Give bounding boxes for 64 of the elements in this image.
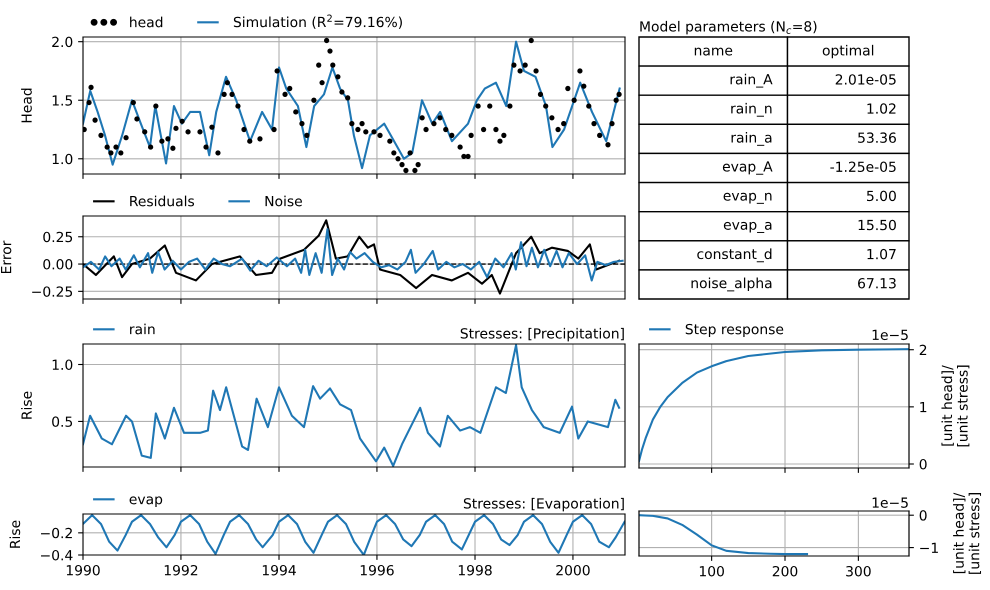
x-tick-label: 1994 [262, 564, 296, 576]
text: 2.01e-05 [836, 74, 896, 85]
y-axis-title: Head [21, 88, 32, 122]
legend-label: evap [130, 496, 162, 508]
legend-label: Simulation (R$^{2}$=79.16%) [234, 14, 402, 29]
y2-tick-label: 0 [920, 458, 927, 470]
category-label: evap_a [724, 222, 772, 233]
line-series [83, 344, 620, 467]
y-tick-label: 1.0 [52, 154, 72, 164]
chart-title: Stresses: [Evaporation] [464, 498, 624, 512]
x-tick-label: 1998 [458, 564, 492, 576]
text: 5.00 [867, 190, 896, 202]
chart-title: Stresses: [Precipitation] [460, 328, 624, 342]
x-tick-label: 200 [772, 566, 798, 576]
category-label: rain_a [732, 132, 772, 146]
text: -1.25e-05 [830, 162, 896, 172]
text: 1.02 [867, 103, 896, 114]
y-tick-label: −0.4 [41, 550, 72, 560]
legend-label: Step response [686, 324, 784, 338]
y2-tick-label: 2 [920, 344, 926, 355]
y2-axis-title: [unit head]/ [unit stress] [941, 365, 970, 446]
y2-tick-label: 1 [920, 402, 926, 412]
category-label: rain_n [731, 102, 772, 117]
text: optimal [822, 44, 874, 58]
y-axis-title: Error [1, 240, 12, 274]
legend-label: Residuals [130, 196, 194, 206]
y-tick-label: 0.00 [43, 259, 72, 270]
x-tick-label: 2000 [556, 564, 590, 576]
legend-label: head [130, 16, 162, 28]
line-series [639, 514, 808, 556]
x-tick-label: 100 [700, 566, 724, 576]
category-label: rain_A [730, 74, 773, 88]
text: name [694, 48, 732, 56]
y2-axis-title: [unit head]/ [unit stress] [953, 492, 982, 574]
line-series [639, 348, 909, 462]
y2-tick-label: −1 [920, 542, 938, 553]
y-axis-title: Rise [9, 520, 20, 548]
text: 15.50 [858, 220, 896, 230]
y2-tick-label: 0 [920, 510, 927, 521]
x-tick-label: 1990 [66, 564, 100, 576]
category-label: evap_A [722, 161, 773, 175]
y-tick-label: 0.25 [43, 232, 72, 242]
y-tick-label: 1.5 [52, 95, 72, 106]
y-tick-label: −0.2 [41, 528, 72, 538]
y-tick-label: 1.0 [52, 359, 72, 370]
y-tick-label: −0.25 [32, 286, 72, 297]
text: 1.07 [867, 248, 896, 260]
line-series [83, 228, 624, 282]
legend-label: rain [130, 324, 155, 334]
text: Model parameters (N$_{c}$=8) [640, 20, 816, 34]
x-tick-label: 1992 [164, 564, 198, 576]
text: 53.36 [858, 132, 896, 143]
x-tick-label: 1996 [360, 564, 394, 576]
y-axis-title: Rise [21, 392, 32, 419]
text: 1e−5 [872, 498, 908, 508]
y-tick-label: 0.5 [52, 416, 72, 427]
text: 67.13 [858, 278, 896, 288]
y-tick-label: 2.0 [52, 36, 72, 48]
category-label: evap_n [724, 192, 772, 204]
category-label: constant_d [697, 248, 772, 262]
x-tick-label: 300 [846, 566, 871, 576]
category-label: noise_alpha [692, 278, 772, 292]
legend-label: Noise [266, 196, 302, 206]
text: 1e−5 [872, 330, 908, 340]
